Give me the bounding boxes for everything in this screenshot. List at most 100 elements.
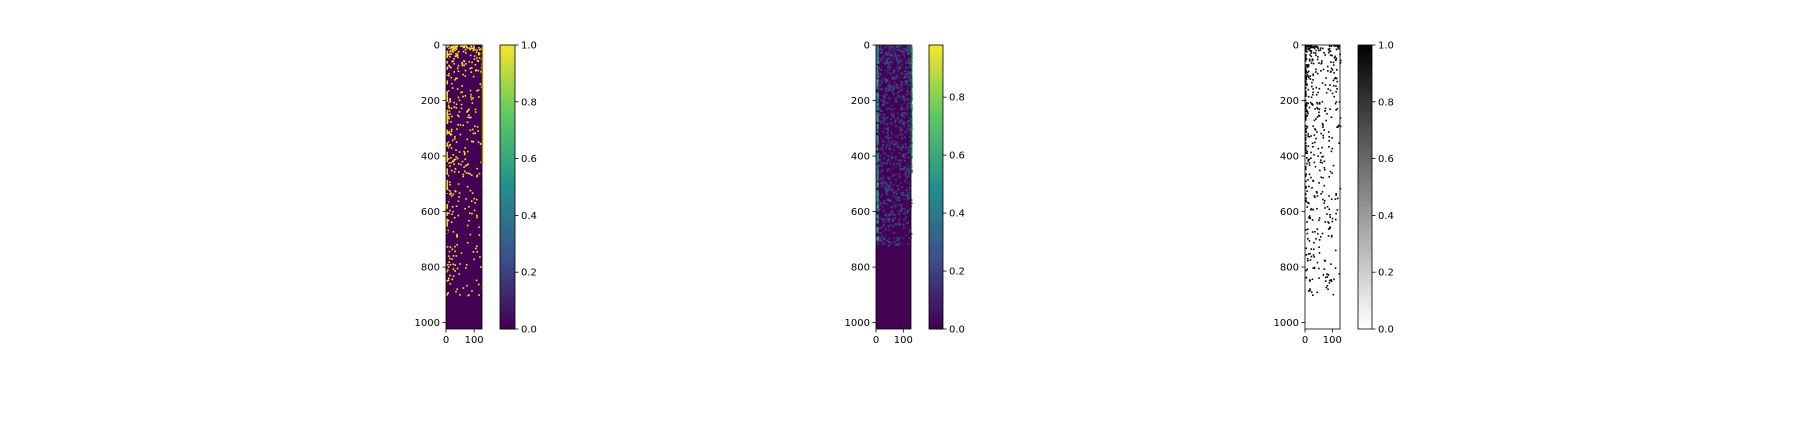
heatmap-cell-3 <box>1333 278 1335 281</box>
colorbar-tick-label: 0.6 <box>1378 154 1394 165</box>
heatmap-cell-2 <box>882 131 885 134</box>
heatmap-cell-2 <box>901 121 904 124</box>
edge-gap <box>446 193 449 197</box>
heatmap-cell-2 <box>876 144 879 147</box>
edge-cell <box>1305 91 1307 94</box>
heatmap-cell-3 <box>1305 200 1308 203</box>
y-tick-label: 800 <box>421 263 440 274</box>
heatmap-cell-2 <box>901 153 904 156</box>
colorbar-segment <box>1358 168 1372 174</box>
heatmap-cell-2 <box>905 75 908 78</box>
colorbar-segment <box>500 139 515 145</box>
heatmap-cell-2 <box>887 220 890 223</box>
colorbar-segment <box>1358 87 1372 93</box>
heatmap-cell-1 <box>473 55 476 57</box>
edge-cell-left <box>876 157 879 161</box>
heatmap-cell-2 <box>891 90 894 93</box>
heatmap-cell-3 <box>1305 71 1308 73</box>
heatmap-cell-1 <box>447 266 450 268</box>
y-tick-label: 0 <box>1293 41 1299 52</box>
heatmap-cell-2 <box>892 175 895 178</box>
heatmap-cell-3 <box>1305 197 1308 200</box>
heatmap-cell-2 <box>895 45 898 48</box>
heatmap-cell-1 <box>458 111 461 113</box>
heatmap-cell-2 <box>898 45 901 48</box>
heatmap-cell-2 <box>890 140 893 143</box>
heatmap-cell-2 <box>878 83 881 86</box>
heatmap-cell-3 <box>1306 257 1309 260</box>
heatmap-cell-2 <box>903 193 906 196</box>
heatmap-cell-3 <box>1314 128 1316 130</box>
heatmap-cell-1 <box>448 72 450 75</box>
heatmap-cell-2 <box>905 62 908 65</box>
y-tick-label: 1000 <box>845 318 870 329</box>
heatmap-cell-2 <box>903 81 906 84</box>
heatmap-cell-3 <box>1337 47 1340 50</box>
heatmap-cell-2 <box>892 167 895 170</box>
heatmap-cell-1 <box>476 167 479 170</box>
heatmap-cell-1 <box>448 64 450 67</box>
heatmap-cell-3 <box>1309 75 1312 77</box>
heatmap-cell-3 <box>1308 173 1311 176</box>
edge-cell <box>1305 199 1307 202</box>
heatmap-cell-2 <box>897 145 900 148</box>
heatmap-cell-3 <box>1307 64 1310 66</box>
colorbar-segment <box>929 153 943 160</box>
heatmap-cell-3 <box>1305 64 1308 66</box>
heatmap-cell-2 <box>908 47 911 50</box>
heatmap-cell-3 <box>1337 125 1340 128</box>
heatmap-cell-2 <box>881 113 884 116</box>
heatmap-cell-2 <box>908 83 911 86</box>
heatmap-cell-2 <box>882 230 885 233</box>
heatmap-cell-1 <box>462 124 464 127</box>
heatmap-cell-2 <box>909 92 912 95</box>
heatmap-cell-2 <box>881 182 884 185</box>
heatmap-cell-2 <box>887 88 890 91</box>
heatmap-cell-3 <box>1311 231 1314 233</box>
heatmap-cell-2 <box>902 144 905 147</box>
heatmap-cell-2 <box>887 224 890 227</box>
heatmap-cell-2 <box>901 208 904 211</box>
heatmap-cell-2 <box>907 92 910 95</box>
heatmap-cell-2 <box>890 86 893 89</box>
heatmap-cell-2 <box>894 77 897 80</box>
heatmap-cell-3 <box>1314 129 1317 131</box>
heatmap-cell-2 <box>904 216 907 219</box>
colorbar-segment <box>1358 116 1372 122</box>
colorbar-segment <box>929 73 943 79</box>
heatmap-cell-3 <box>1318 108 1321 111</box>
heatmap-cell-3 <box>1306 111 1309 113</box>
heatmap-cell-2 <box>897 159 900 162</box>
colorbar-segment <box>500 82 515 89</box>
colorbar-segment <box>1358 191 1372 197</box>
heatmap-cell-2 <box>882 48 885 51</box>
heatmap-cell-2 <box>884 52 887 55</box>
heatmap-cell-2 <box>897 204 900 207</box>
heatmap-cell-3 <box>1310 151 1312 154</box>
heatmap-cell-3 <box>1335 57 1338 60</box>
heatmap-cell-1 <box>447 269 449 271</box>
colorbar-segment <box>500 281 515 287</box>
heatmap-cell-3 <box>1307 102 1310 105</box>
colorbar-segment <box>929 229 943 235</box>
edge-cell <box>1305 187 1307 190</box>
heatmap-cell-2 <box>890 197 893 200</box>
heatmap-cell-3 <box>1307 133 1309 135</box>
heatmap-cell-1 <box>474 108 477 111</box>
heatmap-cell-2 <box>880 154 883 157</box>
heatmap-cell-3 <box>1312 180 1315 183</box>
heatmap-cell-1 <box>449 100 452 103</box>
colorbar-segment <box>929 220 943 226</box>
heatmap-cell-3 <box>1322 198 1324 201</box>
heatmap-cell-1 <box>463 166 465 168</box>
heatmap-cell-2 <box>880 239 883 242</box>
heatmap-cell-2 <box>907 107 910 110</box>
heatmap-cell-3 <box>1308 279 1311 281</box>
colorbar-segment <box>929 310 943 316</box>
heatmap-cell-2 <box>894 156 897 159</box>
colorbar-segment <box>1358 229 1372 235</box>
heatmap-cell-3 <box>1313 134 1316 136</box>
heatmap-cell-1 <box>448 250 451 253</box>
heatmap-cell-2 <box>879 161 882 164</box>
edge-cell <box>1305 57 1307 60</box>
